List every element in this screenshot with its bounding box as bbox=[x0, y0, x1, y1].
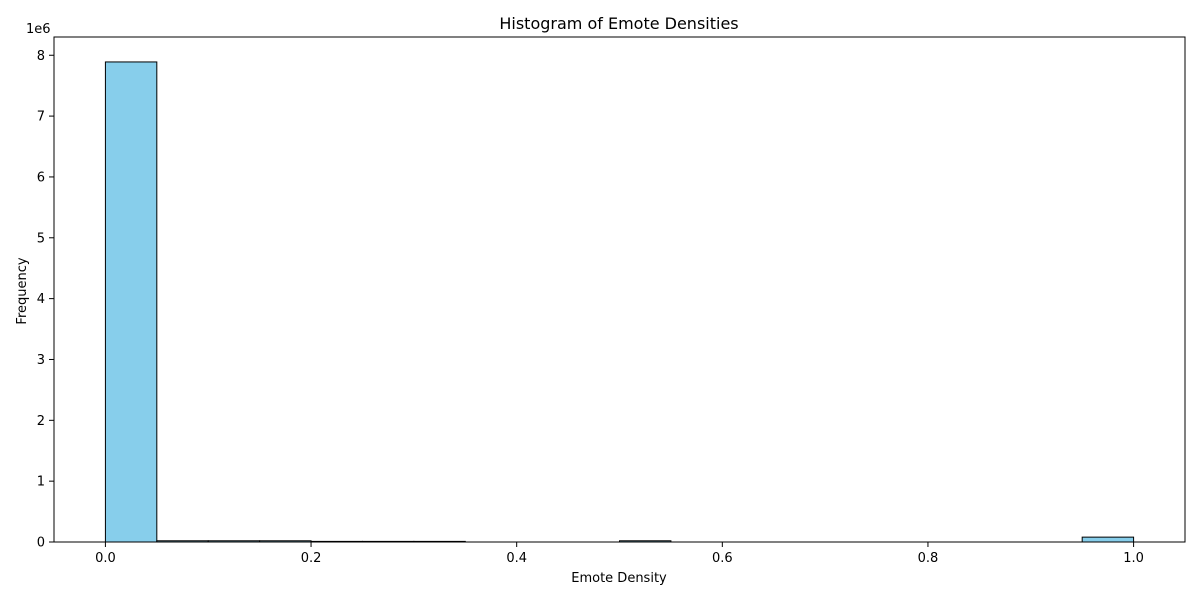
y-tick-label: 5 bbox=[37, 231, 45, 246]
y-tick-label: 3 bbox=[37, 353, 45, 368]
x-tick-label: 0.0 bbox=[95, 551, 116, 566]
x-tick-label: 0.6 bbox=[712, 551, 733, 566]
y-tick-label: 1 bbox=[37, 475, 45, 490]
y-tick-label: 7 bbox=[37, 110, 45, 125]
histogram-bar bbox=[1081, 536, 1135, 543]
x-tick-label: 1.0 bbox=[1123, 551, 1144, 566]
y-tick-label: 2 bbox=[37, 414, 45, 429]
x-tick-label: 0.8 bbox=[918, 551, 939, 566]
chart-title: Histogram of Emote Densities bbox=[499, 14, 738, 33]
y-ticks-group: 0 1 2 3 4 5 6 7 8 bbox=[37, 49, 54, 551]
y-tick-label: 0 bbox=[37, 536, 45, 551]
plot-frame bbox=[53, 36, 1186, 543]
x-tick-label: 0.2 bbox=[301, 551, 322, 566]
y-axis-label: Frequency bbox=[15, 257, 30, 324]
y-tick-label: 4 bbox=[37, 292, 45, 307]
x-axis-label: Emote Density bbox=[571, 571, 667, 586]
y-tick-label: 6 bbox=[37, 170, 45, 185]
bars-group bbox=[104, 61, 1135, 543]
histogram-bar bbox=[104, 61, 158, 543]
x-tick-label: 0.4 bbox=[506, 551, 527, 566]
y-tick-label: 8 bbox=[37, 49, 45, 64]
y-axis-scale-label: 1e6 bbox=[26, 22, 51, 37]
x-ticks-group: 0.0 0.2 0.4 0.6 0.8 1.0 bbox=[95, 542, 1144, 566]
